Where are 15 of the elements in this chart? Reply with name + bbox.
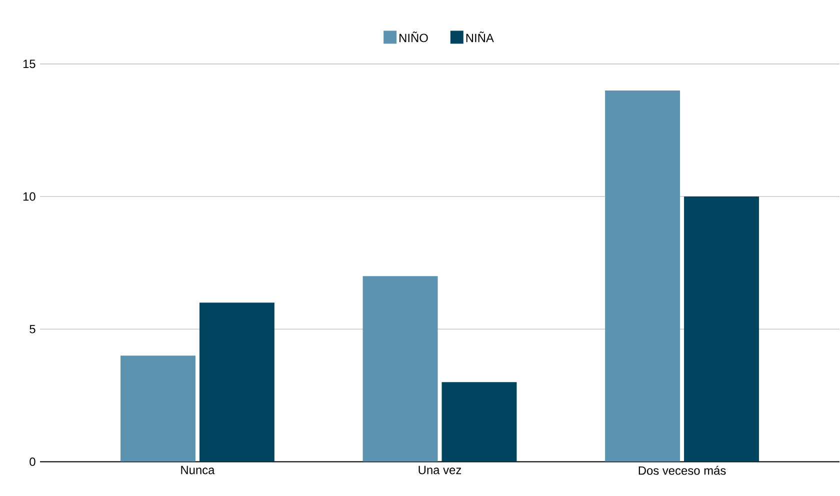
x-tick-label: Dos veceso más — [638, 466, 726, 475]
x-tick-label: Una vez — [418, 466, 462, 474]
y-tick-label: 10 — [23, 192, 36, 201]
bar — [442, 382, 517, 462]
y-tick-label: 15 — [23, 60, 36, 68]
bar — [684, 196, 759, 462]
bar — [120, 356, 196, 462]
legend-label: NIÑO — [400, 32, 428, 42]
bar — [199, 302, 274, 462]
y-tick-label: 0 — [30, 458, 36, 466]
x-tick-label: Nunca — [181, 466, 215, 474]
bar — [362, 276, 438, 462]
y-tick-label: 5 — [30, 325, 36, 334]
bar — [605, 90, 680, 462]
legend-label: NIÑA — [466, 32, 494, 42]
